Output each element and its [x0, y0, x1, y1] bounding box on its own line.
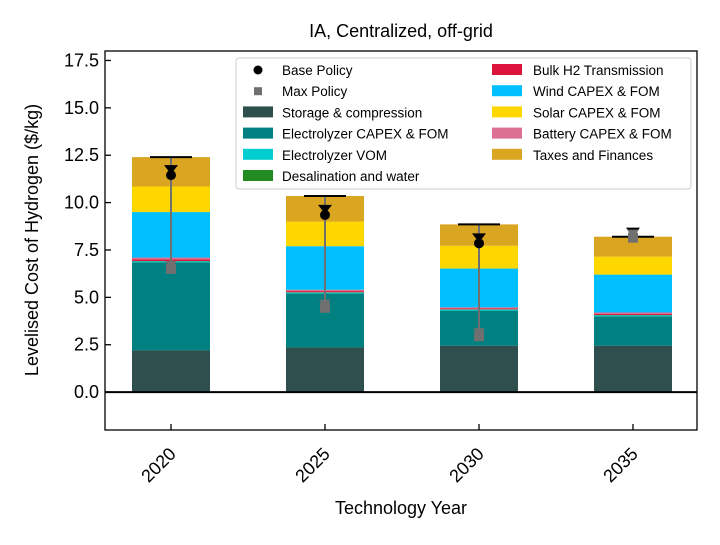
chart-title: IA, Centralized, off-grid	[309, 21, 493, 41]
max-policy-marker-2020	[166, 264, 176, 274]
legend-label-desalination-and-water: Desalination and water	[282, 169, 420, 184]
max-policy-marker-2025	[320, 303, 330, 313]
bar-storage-compression-2020	[132, 350, 210, 392]
legend: Base Policy Max Policy Storage & compressi…	[236, 58, 691, 189]
legend-swatch-wind-capex-fom	[492, 85, 522, 96]
y-tick-label-0: 0.0	[74, 382, 99, 402]
legend-swatch-base-policy	[254, 66, 263, 75]
legend-swatch-max-policy	[254, 87, 262, 95]
bar-solar-capex-fom-2035	[594, 257, 672, 275]
legend-label-bulk-h2-transmission: Bulk H2 Transmission	[533, 63, 664, 78]
y-axis-label: Levelised Cost of Hydrogen ($/kg)	[22, 104, 42, 376]
y-tick-label-3: 7.5	[74, 240, 99, 260]
legend-label-base-policy: Base Policy	[282, 63, 353, 78]
y-tick-label-2: 5.0	[74, 287, 99, 307]
bar-storage-compression-2030	[440, 346, 518, 392]
y-tick-label-5: 12.5	[64, 145, 99, 165]
legend-label-taxes-and-finances: Taxes and Finances	[533, 148, 653, 163]
legend-swatch-desalination-and-water	[243, 170, 273, 181]
legend-label-storage-compression: Storage & compression	[282, 105, 422, 120]
legend-swatch-solar-capex-fom	[492, 106, 522, 117]
legend-label-electrolyzer-capex-fom: Electrolyzer CAPEX & FOM	[282, 127, 449, 142]
y-tick-label-4: 10.0	[64, 193, 99, 213]
bar-storage-compression-2025	[286, 348, 364, 393]
bar-storage-compression-2035	[594, 346, 672, 392]
bar-electrolyzer-vom-2035	[594, 315, 672, 316]
legend-label-wind-capex-fom: Wind CAPEX & FOM	[533, 84, 660, 99]
bar-wind-capex-fom-2035	[594, 275, 672, 313]
legend-swatch-storage-compression	[243, 106, 273, 117]
legend-label-max-policy: Max Policy	[282, 84, 348, 99]
x-axis-label: Technology Year	[335, 498, 467, 518]
bar-bulk-h2-transmission-2035	[594, 314, 672, 315]
bar-battery-capex-fom-2035	[594, 313, 672, 315]
bar-electrolyzer-capex-fom-2020	[132, 262, 210, 350]
legend-swatch-electrolyzer-capex-fom	[243, 128, 273, 139]
legend-swatch-battery-capex-fom	[492, 128, 522, 139]
base-policy-marker-2025	[320, 210, 330, 220]
y-tick-label-1: 2.5	[74, 335, 99, 355]
y-tick-label-7: 17.5	[64, 50, 99, 70]
y-tick-label-6: 15.0	[64, 98, 99, 118]
bar-electrolyzer-capex-fom-2035	[594, 316, 672, 345]
legend-swatch-taxes-and-finances	[492, 149, 522, 160]
base-policy-marker-2020	[166, 170, 176, 180]
legend-swatch-electrolyzer-vom	[243, 149, 273, 160]
legend-label-battery-capex-fom: Battery CAPEX & FOM	[533, 127, 672, 142]
max-policy-marker-2035	[628, 233, 638, 243]
legend-label-electrolyzer-vom: Electrolyzer VOM	[282, 148, 387, 163]
max-policy-marker-2030	[474, 331, 484, 341]
legend-swatch-bulk-h2-transmission	[492, 64, 522, 75]
base-policy-marker-2030	[474, 238, 484, 248]
legend-label-solar-capex-fom: Solar CAPEX & FOM	[533, 105, 661, 120]
